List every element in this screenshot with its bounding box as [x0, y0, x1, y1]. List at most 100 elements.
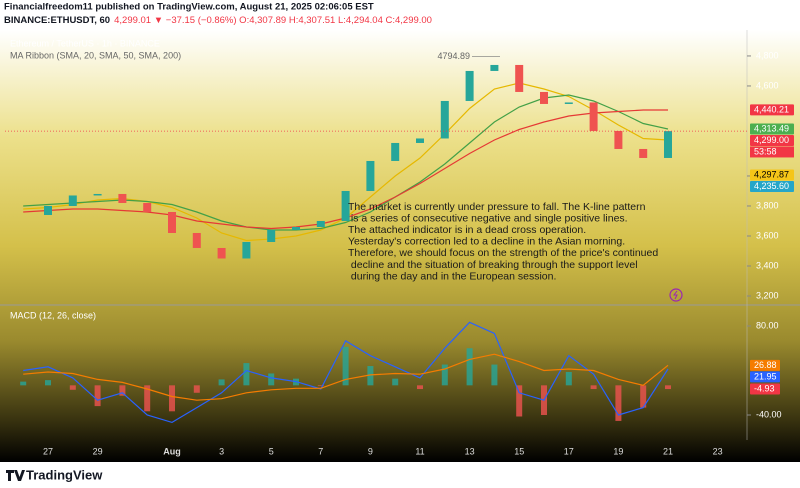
candle	[465, 70, 474, 101]
signal-line	[23, 353, 669, 401]
macd-histogram	[317, 385, 324, 387]
x-tick-label: 17	[564, 446, 574, 456]
macd-histogram	[268, 373, 275, 386]
logo-text: TradingView	[26, 467, 103, 482]
y-tick-label: 3,600	[756, 230, 779, 240]
x-tick-label: 3	[219, 446, 224, 456]
candle	[217, 247, 226, 259]
macd-histogram	[441, 364, 448, 386]
macd-histogram	[69, 385, 76, 390]
macd-histogram	[665, 385, 671, 390]
quote-line: BINANCE:ETHUSDT, 60 4,299.01 ▼ −37.15 (−0…	[4, 15, 432, 26]
macd-histogram	[565, 371, 572, 386]
macd-histogram	[392, 378, 399, 386]
candle	[366, 160, 375, 191]
x-tick-label: 9	[368, 446, 373, 456]
y-tick-label: 4,800	[756, 50, 779, 60]
candle	[44, 205, 52, 215]
x-tick-label: 19	[613, 446, 623, 456]
macd-histogram	[193, 385, 200, 393]
note-line: is a series of consecutive negative and …	[348, 212, 628, 224]
candle	[242, 241, 251, 259]
price-label: 4,299.00	[754, 135, 789, 145]
candle	[440, 100, 449, 139]
y-tick-label: 3,800	[756, 200, 779, 210]
macd-histogram	[342, 346, 349, 386]
macd-histogram	[218, 379, 225, 386]
macd-histogram	[243, 363, 250, 386]
symbol: BINANCE:ETHUSDT, 60	[4, 15, 110, 26]
y-tick-label: 3,200	[756, 290, 779, 300]
price-label: 4,440.21	[754, 104, 789, 114]
candle	[168, 211, 176, 233]
alert-icon[interactable]	[669, 288, 683, 302]
note-line: decline and the situation of breaking th…	[348, 259, 638, 271]
tv-logo: TradingView	[6, 467, 103, 482]
indicator-title: MA Ribbon (SMA, 20, SMA, 50, SMA, 200)	[10, 50, 181, 60]
macd-histogram	[119, 385, 126, 396]
candle	[639, 148, 648, 158]
x-tick-label: 23	[713, 446, 723, 456]
macd-title: MACD (12, 26, close)	[10, 310, 96, 320]
candle	[564, 102, 573, 104]
macd-histogram	[590, 385, 597, 390]
macd-histogram	[491, 364, 498, 386]
candle	[589, 102, 598, 131]
candle	[192, 232, 201, 248]
candle	[416, 138, 424, 143]
price-label-bg	[750, 169, 794, 181]
candle	[267, 229, 276, 242]
macd-histogram	[169, 385, 175, 412]
macd-histogram	[615, 385, 622, 421]
x-tick-label: 13	[465, 446, 475, 456]
note-line: The market is currently under pressure t…	[348, 201, 646, 213]
candle	[143, 202, 152, 212]
macd-label: 21.95	[754, 371, 777, 381]
x-tick-label: 7	[318, 446, 323, 456]
x-tick-label: Aug	[163, 446, 181, 456]
logo-mark	[6, 470, 25, 481]
x-tick-label: 15	[514, 446, 524, 456]
countdown: 53:58	[754, 146, 777, 156]
y-tick-label: 4,600	[756, 80, 779, 90]
ma-line	[23, 94, 669, 231]
candle	[391, 142, 400, 161]
candle	[614, 130, 623, 149]
quote: 4,299.01 ▼ −37.15 (−0.86%) O:4,307.89 H:…	[114, 15, 432, 26]
macd-label-bg	[750, 383, 780, 395]
candle	[118, 193, 127, 203]
y-tick-label: 3,400	[756, 260, 779, 270]
candle	[664, 131, 672, 158]
pane-title: Ethereum / TetherUS · 1h · BINANCE	[10, 38, 160, 48]
price-label-bg	[750, 180, 794, 192]
chart-background	[0, 30, 800, 462]
note-line: Yesterday's correction led to a decline …	[348, 236, 625, 248]
macd-histogram	[466, 348, 473, 386]
publish-info: Financialfreedom11 published on TradingV…	[4, 2, 374, 13]
macd-histogram	[640, 385, 647, 408]
candle	[515, 64, 524, 92]
price-label: 4,235.60	[754, 181, 789, 191]
candle	[93, 193, 102, 196]
x-tick-label: 11	[415, 446, 424, 456]
macd-histogram	[516, 385, 523, 417]
macd-label: 26.88	[754, 360, 777, 370]
macd-histogram	[94, 385, 101, 407]
price-label: 4,313.49	[754, 123, 789, 133]
note-line: during the day and in the European sessi…	[348, 270, 556, 282]
macd-label-bg	[750, 371, 780, 383]
macd-histogram	[144, 385, 151, 412]
macd-line	[23, 321, 669, 424]
x-tick-label: 29	[93, 446, 103, 456]
price-label-bg	[750, 104, 794, 116]
macd-label-bg	[750, 359, 780, 371]
macd-histogram	[417, 385, 423, 390]
price-label-bg	[750, 134, 794, 146]
high-label: 4794.89	[437, 51, 470, 61]
macd-y-tick-label: -40.00	[756, 409, 782, 419]
candle	[490, 64, 499, 71]
price-label-bg	[750, 123, 794, 135]
macd-y-tick-label: 80.00	[756, 320, 779, 330]
note-line: The attached indicator is in a dead cros…	[348, 224, 586, 236]
